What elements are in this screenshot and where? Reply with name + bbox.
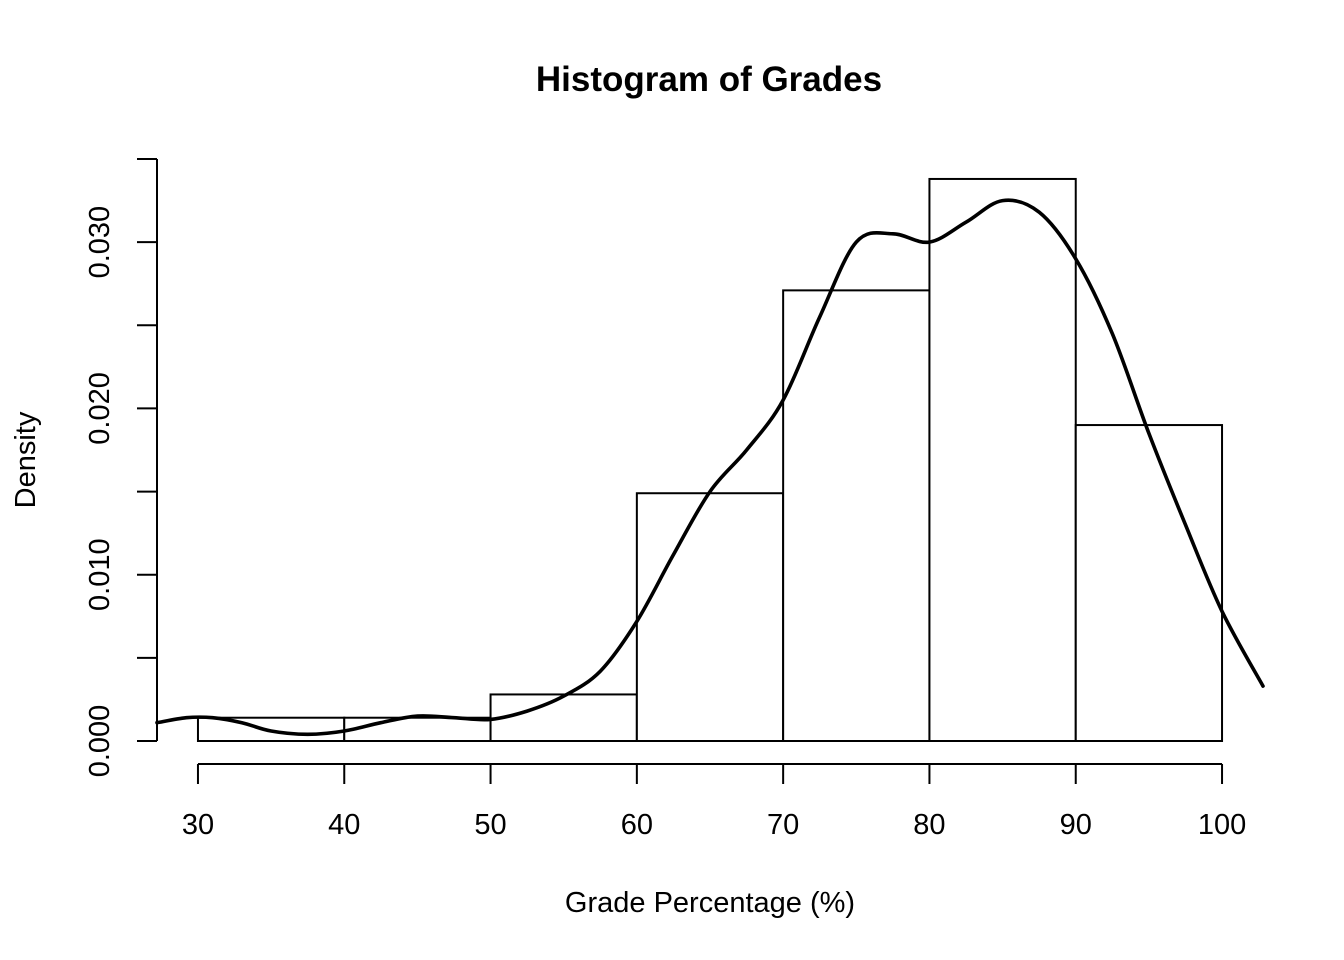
x-tick-label: 80: [913, 809, 945, 841]
y-tick-label: 0.020: [84, 372, 116, 445]
x-tick-label: 60: [621, 809, 653, 841]
chart-title: Histogram of Grades: [536, 60, 882, 99]
histogram-bar: [928, 177, 1077, 742]
histogram-bar: [782, 289, 931, 742]
histogram-bar: [1074, 424, 1224, 742]
y-tick-label: 0.000: [84, 705, 116, 778]
x-tick-label: 70: [767, 809, 799, 841]
x-tick-label: 30: [182, 809, 214, 841]
y-axis-label: Density: [10, 411, 42, 508]
histogram-bar: [343, 716, 492, 742]
x-tick-label: 100: [1198, 809, 1246, 841]
x-axis: 30 40 50 60 70 80 90 100: [182, 763, 1246, 841]
histogram-bar: [489, 693, 638, 743]
x-tick-label: 50: [474, 809, 506, 841]
y-tick-label: 0.030: [84, 206, 116, 279]
x-tick-label: 90: [1060, 809, 1092, 841]
y-tick-label: 0.010: [84, 538, 116, 611]
histogram-bars: [196, 177, 1224, 743]
x-tick-label: 40: [328, 809, 360, 841]
y-axis: 0.000 0.010 0.020 0.030: [84, 158, 158, 778]
density-curve: [155, 198, 1265, 737]
histogram-bar: [635, 492, 785, 742]
x-axis-label: Grade Percentage (%): [565, 887, 855, 919]
